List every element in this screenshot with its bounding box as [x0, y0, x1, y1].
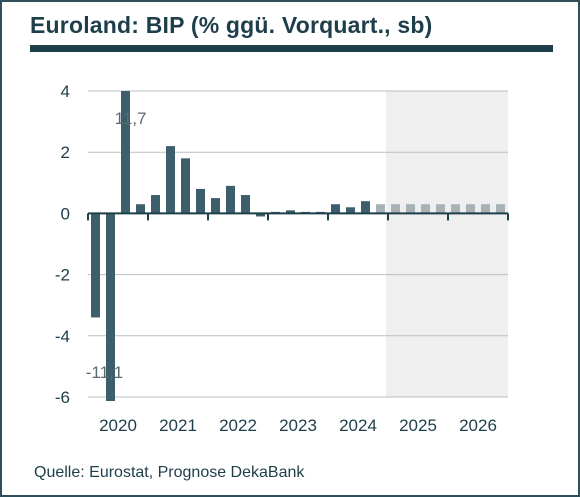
forecast-bar: [496, 204, 505, 214]
x-tick-label: 2022: [219, 416, 257, 435]
forecast-bar: [466, 204, 475, 214]
bar: [196, 188, 205, 214]
forecast-bar: [451, 204, 460, 214]
bar: [226, 185, 235, 214]
source-note: Quelle: Eurostat, Prognose DekaBank: [34, 464, 305, 481]
bar: [181, 158, 190, 214]
x-tick-label: 2024: [339, 416, 377, 435]
y-tick-label: 2: [61, 143, 70, 162]
bar: [361, 201, 370, 214]
bar: [91, 213, 100, 318]
data-label: 11,7: [115, 109, 147, 128]
bar: [331, 204, 340, 214]
y-tick-label: -2: [55, 266, 70, 285]
chart-title: Euroland: BIP (% ggü. Vorquart., sb): [30, 12, 433, 38]
forecast-bar: [391, 204, 400, 214]
x-tick-label: 2021: [159, 416, 197, 435]
forecast-bar: [481, 204, 490, 214]
bar: [286, 210, 295, 214]
forecast-bar: [421, 204, 430, 214]
bar: [241, 195, 250, 214]
forecast-bar: [406, 204, 415, 214]
bar: [166, 146, 175, 214]
forecast-shading: [386, 91, 508, 397]
bar: [211, 198, 220, 214]
bar: [136, 204, 145, 214]
bar: [151, 195, 160, 214]
x-tick-label: 2026: [459, 416, 497, 435]
bar: [346, 207, 355, 214]
x-tick-label: 2020: [99, 416, 137, 435]
y-tick-label: 4: [61, 82, 70, 101]
y-tick-label: -6: [55, 388, 70, 407]
y-tick-label: 0: [61, 204, 70, 223]
x-tick-label: 2023: [279, 416, 317, 435]
data-label: -11,1: [86, 363, 124, 382]
forecast-bar: [436, 204, 445, 214]
forecast-bar: [376, 204, 385, 214]
bar: [121, 91, 130, 214]
y-tick-label: -4: [55, 327, 70, 346]
x-tick-label: 2025: [399, 416, 437, 435]
bar: [256, 213, 265, 217]
bar: [106, 213, 115, 401]
title-divider: [30, 45, 553, 52]
